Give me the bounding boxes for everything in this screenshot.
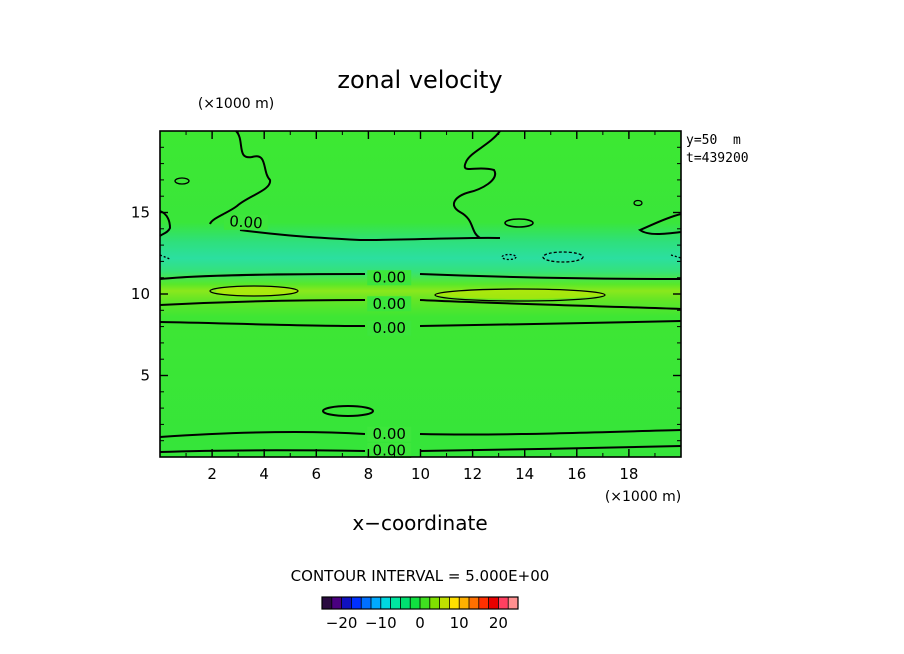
x-tick-label: 8 bbox=[364, 465, 374, 483]
info-y-line: y=50 m bbox=[686, 133, 741, 148]
contour-label-bg bbox=[223, 214, 268, 230]
info-t-line: t=439200 bbox=[686, 151, 749, 166]
contour-lines bbox=[159, 130, 682, 453]
colorbar-swatch bbox=[420, 597, 431, 609]
contour-label-bg bbox=[367, 442, 412, 458]
y-axis-ticks: 5 10 15 bbox=[131, 204, 681, 385]
x-tick-label: 12 bbox=[463, 465, 482, 483]
colorbar-tick-label: −20 bbox=[326, 614, 358, 632]
contour-line bbox=[159, 273, 682, 280]
contour-line bbox=[159, 210, 172, 237]
colorbar-swatch bbox=[390, 597, 401, 609]
colorbar-swatch bbox=[371, 597, 382, 609]
x-tick-label: 18 bbox=[619, 465, 638, 483]
colorbar-swatch bbox=[478, 597, 490, 609]
y-axis-unit: (×1000 m) bbox=[198, 96, 274, 112]
x-tick-label: 16 bbox=[567, 465, 586, 483]
colorbar-swatch bbox=[439, 597, 450, 609]
contour-label: 0.00 bbox=[373, 319, 406, 337]
contour-ellipses bbox=[159, 177, 682, 417]
contour-label-bg bbox=[367, 426, 412, 442]
colorbar-swatch bbox=[361, 597, 372, 609]
contour-line bbox=[159, 299, 682, 310]
colorbar-swatch bbox=[508, 597, 519, 609]
colorbar-swatch bbox=[469, 597, 480, 609]
colorbar-swatch bbox=[449, 597, 460, 609]
contour-label-bg bbox=[367, 270, 412, 286]
contour-label-bg bbox=[367, 296, 412, 312]
contour-label: 0.00 bbox=[373, 441, 406, 459]
colorbar-swatch bbox=[380, 597, 392, 609]
y-tick-label: 10 bbox=[131, 285, 150, 303]
colorbar-tick-label: 10 bbox=[450, 614, 469, 632]
contour-line bbox=[209, 130, 271, 225]
contour-line bbox=[159, 445, 682, 453]
x-tick-label: 4 bbox=[259, 465, 269, 483]
colorbar-swatch bbox=[429, 597, 441, 609]
colorbar-swatch bbox=[351, 597, 362, 609]
contour-label: 0.00 bbox=[373, 425, 406, 443]
colorbar-swatch bbox=[400, 597, 411, 609]
x-tick-label: 2 bbox=[207, 465, 217, 483]
y-tick-label: 5 bbox=[140, 367, 150, 385]
x-tick-label: 14 bbox=[515, 465, 534, 483]
field-patches bbox=[216, 251, 605, 299]
chart-title: zonal velocity bbox=[337, 66, 502, 94]
contour-label: 0.00 bbox=[373, 295, 406, 313]
colorbar-swatch bbox=[488, 597, 499, 609]
contour-line bbox=[159, 429, 682, 438]
colorbar-swatch bbox=[322, 597, 333, 609]
x-axis-label: x−coordinate bbox=[352, 511, 487, 535]
y-tick-label: 15 bbox=[131, 204, 150, 222]
colorbar-tick-labels: −20 −10 0 10 20 bbox=[326, 614, 508, 632]
colorbar-tick-label: 0 bbox=[415, 614, 425, 632]
colorbar-swatch bbox=[341, 597, 352, 609]
x-axis-ticks: 2 4 6 8 10 12 14 16 18 bbox=[207, 131, 638, 483]
colorbar-swatch bbox=[331, 597, 343, 609]
contour-label: 0.00 bbox=[373, 269, 406, 287]
colorbar bbox=[321, 596, 519, 610]
contour-line bbox=[239, 229, 501, 242]
contour-interval-text: CONTOUR INTERVAL = 5.000E+00 bbox=[291, 567, 550, 585]
x-tick-label: 6 bbox=[312, 465, 322, 483]
contour-label: 0.00 bbox=[229, 212, 264, 232]
colorbar-frame bbox=[321, 596, 519, 610]
x-axis-unit: (×1000 m) bbox=[605, 489, 681, 505]
contour-line bbox=[159, 320, 682, 327]
contour-label-bg bbox=[367, 320, 412, 336]
contour-line bbox=[637, 213, 682, 235]
colorbar-tick-label: 20 bbox=[489, 614, 508, 632]
contour-labels: 0.000.000.000.000.000.00 bbox=[223, 212, 412, 459]
x-tick-label: 10 bbox=[411, 465, 430, 483]
colorbar-swatch bbox=[410, 597, 421, 609]
colorbar-swatch bbox=[459, 597, 470, 609]
colorbar-tick-label: −10 bbox=[365, 614, 397, 632]
contour-line bbox=[452, 130, 501, 239]
colorbar-swatch bbox=[498, 597, 509, 609]
